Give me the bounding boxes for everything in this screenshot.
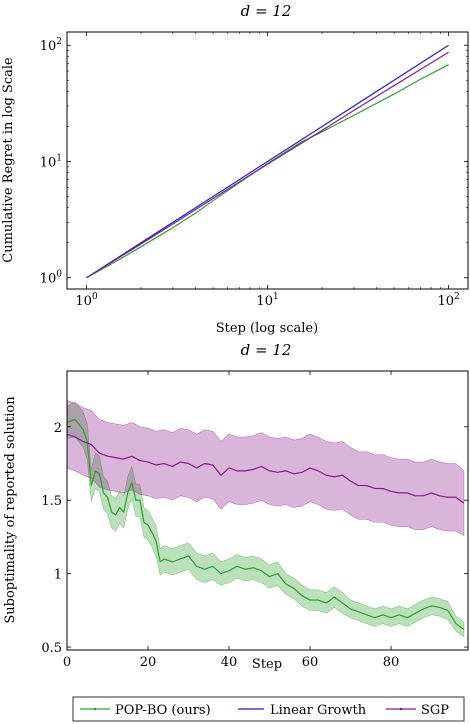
- y-axis-label: Suboptimality of reported solution: [3, 396, 18, 624]
- series-line: [86, 64, 449, 279]
- x-tick-label: 0: [63, 655, 71, 670]
- series-group: [86, 44, 449, 279]
- tick-group: 0 20 40 60 80 0.5 1 1.5 2: [41, 371, 468, 670]
- regret-chart: d = 12 100 101 102 100 101 102 Step (log scal…: [1, 2, 469, 336]
- legend-label: SGP: [421, 703, 449, 718]
- plot-frame: [66, 370, 469, 651]
- series-line: [66, 418, 465, 630]
- y-tick-label: 0.5: [41, 641, 62, 656]
- suboptimality-chart: d = 12 0 20 40 60 80 0.5 1 1.5 2 Step Suboptimal…: [3, 341, 469, 672]
- series-line: [66, 433, 465, 504]
- chart-title: d = 12: [241, 341, 292, 359]
- tick-group: 100 101 102 100 101 102: [40, 32, 468, 309]
- legend-entry-pop-bo: POP-BO (ours): [80, 703, 211, 718]
- legend-entry-sgp: SGP: [386, 703, 449, 718]
- legend-entry-linear-growth: Linear Growth: [238, 703, 367, 718]
- series-line: [86, 51, 449, 279]
- legend-label: POP-BO (ours): [115, 703, 211, 718]
- x-tick-label: 20: [140, 655, 157, 670]
- x-tick-label: 102: [437, 292, 459, 309]
- legend-marker: [93, 707, 97, 711]
- plot-frame: [66, 31, 469, 290]
- x-tick-label: 80: [383, 655, 400, 670]
- y-tick-label: 1.5: [41, 494, 62, 509]
- series-group: [66, 399, 465, 638]
- y-axis-label: Cumulative Regret in log Scale: [1, 57, 16, 263]
- x-axis-label: Step: [252, 657, 282, 672]
- legend-label: Linear Growth: [270, 703, 367, 718]
- y-tick-label: 2: [54, 421, 62, 436]
- series-line: [86, 44, 449, 279]
- legend-marker: [399, 707, 403, 711]
- y-tick-label: 100: [40, 270, 63, 287]
- x-tick-label: 100: [75, 292, 98, 309]
- legend: POP-BO (ours) Linear Growth SGP: [72, 696, 465, 722]
- x-axis-label: Step (log scale): [216, 321, 318, 336]
- confidence-band: [66, 399, 465, 536]
- y-tick-label: 101: [40, 153, 62, 170]
- x-tick-label: 60: [302, 655, 319, 670]
- y-tick-label: 1: [54, 568, 62, 583]
- x-tick-label: 40: [221, 655, 238, 670]
- y-tick-label: 102: [40, 37, 62, 54]
- confidence-band: [66, 401, 465, 638]
- x-tick-label: 101: [256, 292, 278, 309]
- chart-title: d = 12: [241, 2, 292, 20]
